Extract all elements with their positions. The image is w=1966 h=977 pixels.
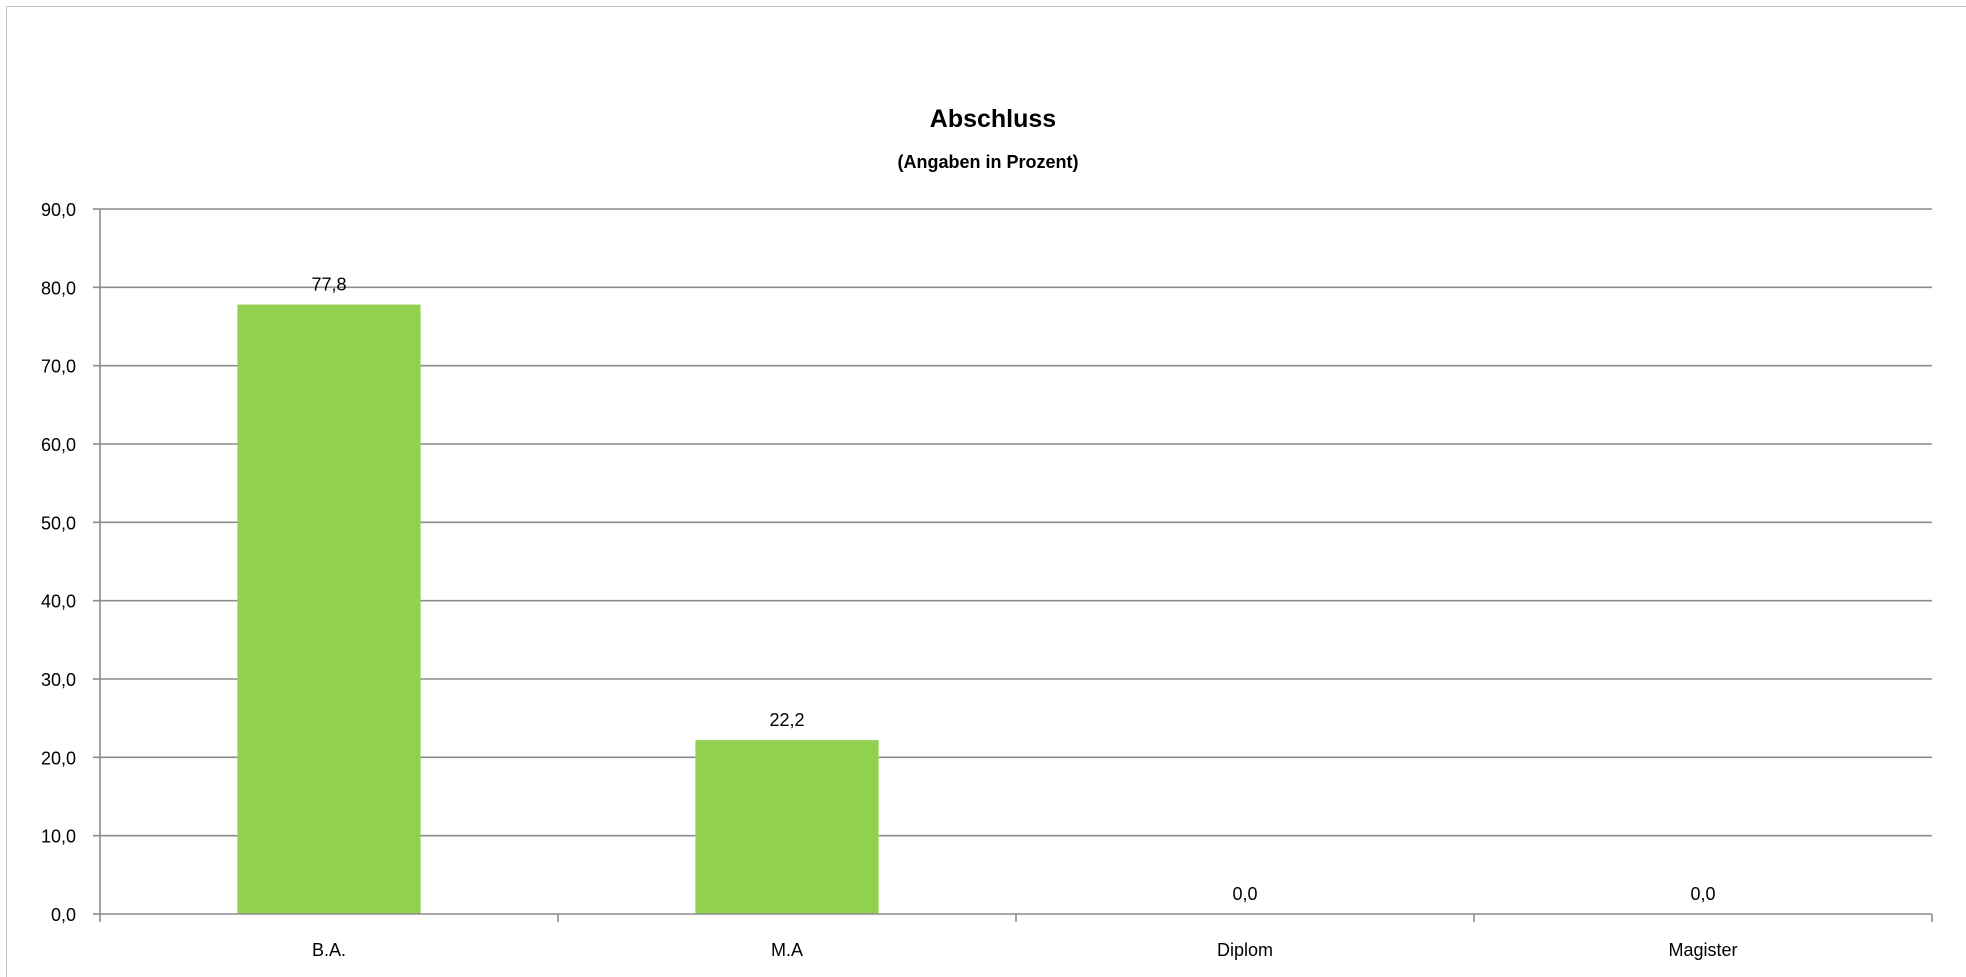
y-tick-label: 40,0	[41, 592, 76, 612]
y-tick-label: 70,0	[41, 357, 76, 377]
y-tick-label: 90,0	[41, 200, 76, 220]
bar-m-a	[695, 740, 879, 914]
chart-title: Abschluss	[930, 105, 1056, 133]
bars	[237, 304, 879, 915]
y-tick-label: 60,0	[41, 435, 76, 455]
x-category-label: B.A.	[312, 940, 346, 960]
data-label: 22,2	[769, 710, 804, 730]
labels: 0,0 10,0 20,0 30,0 40,0 50,0 60,0 70,0 80,0 90,0 7…	[41, 200, 1738, 960]
y-tick-label: 10,0	[41, 827, 76, 847]
data-label: 0,0	[1690, 884, 1715, 904]
y-tick-label: 50,0	[41, 513, 76, 533]
chart-subtitle: (Angaben in Prozent)	[898, 152, 1079, 172]
y-tick-label: 0,0	[51, 905, 76, 925]
y-tick-label: 80,0	[41, 278, 76, 298]
axes	[93, 208, 1933, 922]
data-label: 77,8	[311, 275, 346, 295]
x-category-label: M.A	[771, 940, 803, 960]
data-label: 0,0	[1232, 884, 1257, 904]
y-tick-label: 20,0	[41, 748, 76, 768]
y-tick-label: 30,0	[41, 670, 76, 690]
x-category-label: Magister	[1668, 940, 1737, 960]
gridlines	[100, 208, 1932, 837]
bar-b-a	[237, 304, 421, 915]
chart-frame	[6, 6, 1966, 977]
x-category-label: Diplom	[1217, 940, 1273, 960]
